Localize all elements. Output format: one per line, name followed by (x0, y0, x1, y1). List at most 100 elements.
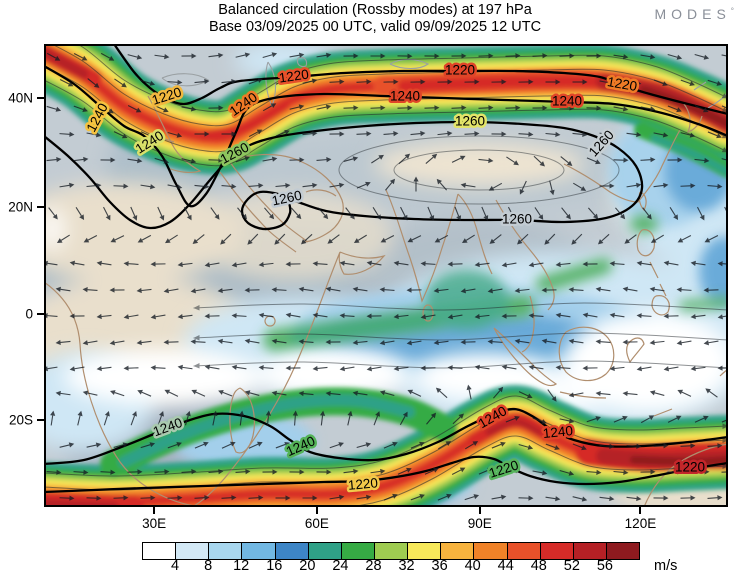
wind-arrow (235, 103, 250, 111)
wind-arrow (262, 156, 278, 162)
wind-arrow (154, 157, 170, 164)
wind-arrow (248, 441, 263, 449)
wind-arrow (235, 469, 251, 475)
colorbar-tick-value: 20 (299, 558, 316, 574)
wind-arrow (667, 415, 682, 423)
wind-arrow (534, 207, 544, 220)
colorbar-tick-value: 24 (332, 558, 349, 574)
y-tick-label: 20N (8, 199, 33, 215)
wind-arrow (680, 443, 696, 449)
wind-arrow (690, 313, 706, 320)
wind-arrow (460, 182, 476, 188)
wind-arrow (73, 105, 88, 112)
y-tick-mark (37, 205, 44, 208)
wind-arrow (385, 178, 396, 191)
wind-arrow (595, 390, 611, 397)
wind-arrow (140, 131, 155, 139)
wind-arrow (302, 130, 318, 137)
wind-arrow (464, 131, 480, 137)
wind-arrow (50, 410, 56, 426)
wind-arrow (705, 388, 718, 398)
colorbar-cell (308, 543, 342, 559)
wind-arrow (192, 234, 205, 244)
chart-title-block: Balanced circulation (Rossby modes) at 1… (0, 2, 750, 36)
wind-arrow (426, 412, 437, 425)
wind-arrow (123, 261, 139, 267)
wind-arrow (568, 392, 584, 398)
wind-arrow (461, 234, 475, 244)
wind-arrow (285, 365, 301, 371)
wind-arrow (302, 182, 318, 188)
wind-arrow (352, 390, 368, 396)
wind-arrow (100, 469, 116, 475)
wind-arrow (165, 234, 178, 244)
wind-arrow (221, 495, 237, 501)
wind-arrow (501, 313, 517, 319)
wind-arrow (626, 80, 642, 86)
wind-arrow (130, 411, 137, 426)
wind-arrow (464, 494, 480, 501)
wind-arrow (154, 469, 170, 475)
wind-arrow (69, 366, 85, 372)
wind-arrow (101, 104, 114, 114)
wind-arrow (235, 52, 251, 58)
contour-line-1260 (44, 120, 644, 231)
wind-arrow (302, 78, 318, 84)
wind-arrow (353, 234, 367, 243)
wind-arrow (82, 340, 98, 346)
wind-arrow (109, 390, 125, 397)
wind-arrow (383, 79, 399, 85)
wind-arrow (481, 206, 489, 221)
wind-arrow (96, 313, 112, 320)
wind-arrow (653, 443, 669, 449)
wind-arrow (212, 410, 218, 426)
wind-arrow (289, 469, 305, 475)
wind-arrow (379, 390, 395, 396)
x-tick-mark (639, 507, 642, 514)
wind-arrow (622, 390, 638, 397)
wind-arrow (339, 313, 355, 319)
wind-arrow (190, 288, 206, 294)
wind-arrow (410, 130, 426, 137)
contour-label: 1220 (445, 63, 475, 78)
wind-arrow (379, 340, 395, 346)
wind-arrow (425, 153, 438, 165)
wind-arrow (703, 340, 719, 346)
wind-arrow (371, 154, 384, 164)
colorbar-tick-value: 40 (464, 558, 481, 574)
wind-arrow (572, 443, 587, 451)
wind-arrow (140, 495, 156, 501)
wind-arrow (194, 183, 210, 190)
colorbar-cell (474, 543, 508, 559)
wind-arrow (532, 105, 548, 111)
wind-arrow (518, 79, 534, 85)
wind-arrow (167, 79, 183, 85)
wind-arrow (244, 287, 260, 293)
wind-arrow (140, 184, 156, 190)
wind-arrow (452, 413, 464, 425)
wind-arrow (410, 441, 425, 449)
colorbar (142, 542, 640, 560)
colorbar-tick-value: 12 (233, 558, 250, 574)
wind-arrow (505, 105, 521, 111)
wind-arrow (167, 442, 182, 449)
wind-arrow (506, 156, 519, 166)
wind-arrow (406, 340, 422, 346)
wind-arrow (572, 182, 587, 191)
wind-arrow (380, 234, 395, 243)
wind-arrow (316, 469, 332, 475)
wind-arrow (707, 183, 723, 189)
wind-arrow (560, 156, 573, 166)
modes-logo-mark: ° (730, 6, 734, 16)
wind-arrow (181, 53, 197, 59)
wind-arrow (46, 469, 62, 475)
wind-arrow (150, 365, 166, 371)
colorbar-cell (507, 543, 541, 559)
wind-arrow (626, 443, 642, 449)
wind-arrow (289, 52, 305, 58)
wind-arrow (83, 234, 98, 243)
wind-arrow (451, 105, 467, 111)
wind-arrow (113, 442, 129, 448)
wind-arrow (707, 495, 723, 501)
wind-arrow (123, 365, 139, 371)
